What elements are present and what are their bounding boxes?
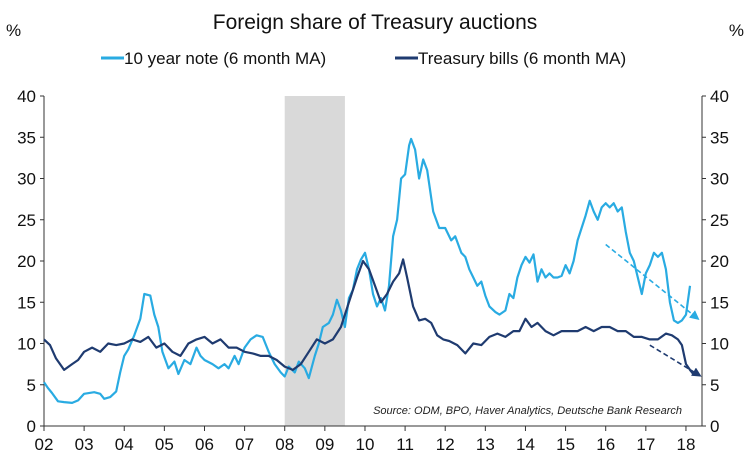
series-layer xyxy=(43,137,702,404)
y-tick-label-right: 35 xyxy=(710,128,729,147)
y-tick-label-right: 30 xyxy=(710,170,729,189)
x-tick-label: 07 xyxy=(235,435,254,454)
left-axis-unit: % xyxy=(6,21,21,40)
x-tick-label: 14 xyxy=(516,435,535,454)
y-tick-label-right: 5 xyxy=(710,376,719,395)
x-tick-label: 18 xyxy=(676,435,695,454)
y-tick-label-left: 0 xyxy=(27,417,36,436)
legend-label-10yr: 10 year note (6 month MA) xyxy=(124,49,326,68)
recession-band xyxy=(284,96,345,426)
x-tick-label: 12 xyxy=(436,435,455,454)
right-axis-unit: % xyxy=(729,21,744,40)
x-tick-label: 09 xyxy=(315,435,334,454)
x-tick-label: 05 xyxy=(155,435,174,454)
y-tick-label-right: 10 xyxy=(710,335,729,354)
trend-arrow-treasury-bills xyxy=(649,344,702,377)
x-tick-label: 03 xyxy=(75,435,94,454)
y-tick-label-left: 15 xyxy=(17,293,36,312)
y-tick-label-left: 25 xyxy=(17,211,36,230)
y-tick-label-left: 10 xyxy=(17,335,36,354)
y-tick-label-right: 20 xyxy=(710,252,729,271)
x-tick-label: 02 xyxy=(35,435,54,454)
x-tick-label: 15 xyxy=(556,435,575,454)
series-line-treasury-bills xyxy=(43,258,695,376)
y-tick-label-right: 15 xyxy=(710,293,729,312)
y-tick-label-right: 25 xyxy=(710,211,729,230)
legend-label-tbills: Treasury bills (6 month MA) xyxy=(418,49,626,68)
x-tick-label: 13 xyxy=(476,435,495,454)
x-tick-label: 08 xyxy=(275,435,294,454)
y-tick-label-left: 30 xyxy=(17,170,36,189)
x-tick-label: 06 xyxy=(195,435,214,454)
source-note: Source: ODM, BPO, Haver Analytics, Deuts… xyxy=(373,405,682,417)
x-tick-label: 17 xyxy=(636,435,655,454)
legend: 10 year note (6 month MA) Treasury bills… xyxy=(101,49,626,68)
y-tick-label-right: 0 xyxy=(710,417,719,436)
chart-title: Foreign share of Treasury auctions xyxy=(213,11,538,34)
trend-arrow-10yr-note xyxy=(605,243,700,320)
y-tick-label-left: 20 xyxy=(17,252,36,271)
x-tick-label: 16 xyxy=(596,435,615,454)
y-tick-label-left: 5 xyxy=(27,376,36,395)
x-tick-label: 11 xyxy=(396,435,414,454)
x-tick-label: 10 xyxy=(356,435,375,454)
x-tick-label: 04 xyxy=(115,435,134,454)
series-line-10yr-note xyxy=(43,137,692,404)
y-tick-label-right: 40 xyxy=(710,87,729,106)
y-tick-label-left: 35 xyxy=(17,128,36,147)
y-tick-label-left: 40 xyxy=(17,87,36,106)
